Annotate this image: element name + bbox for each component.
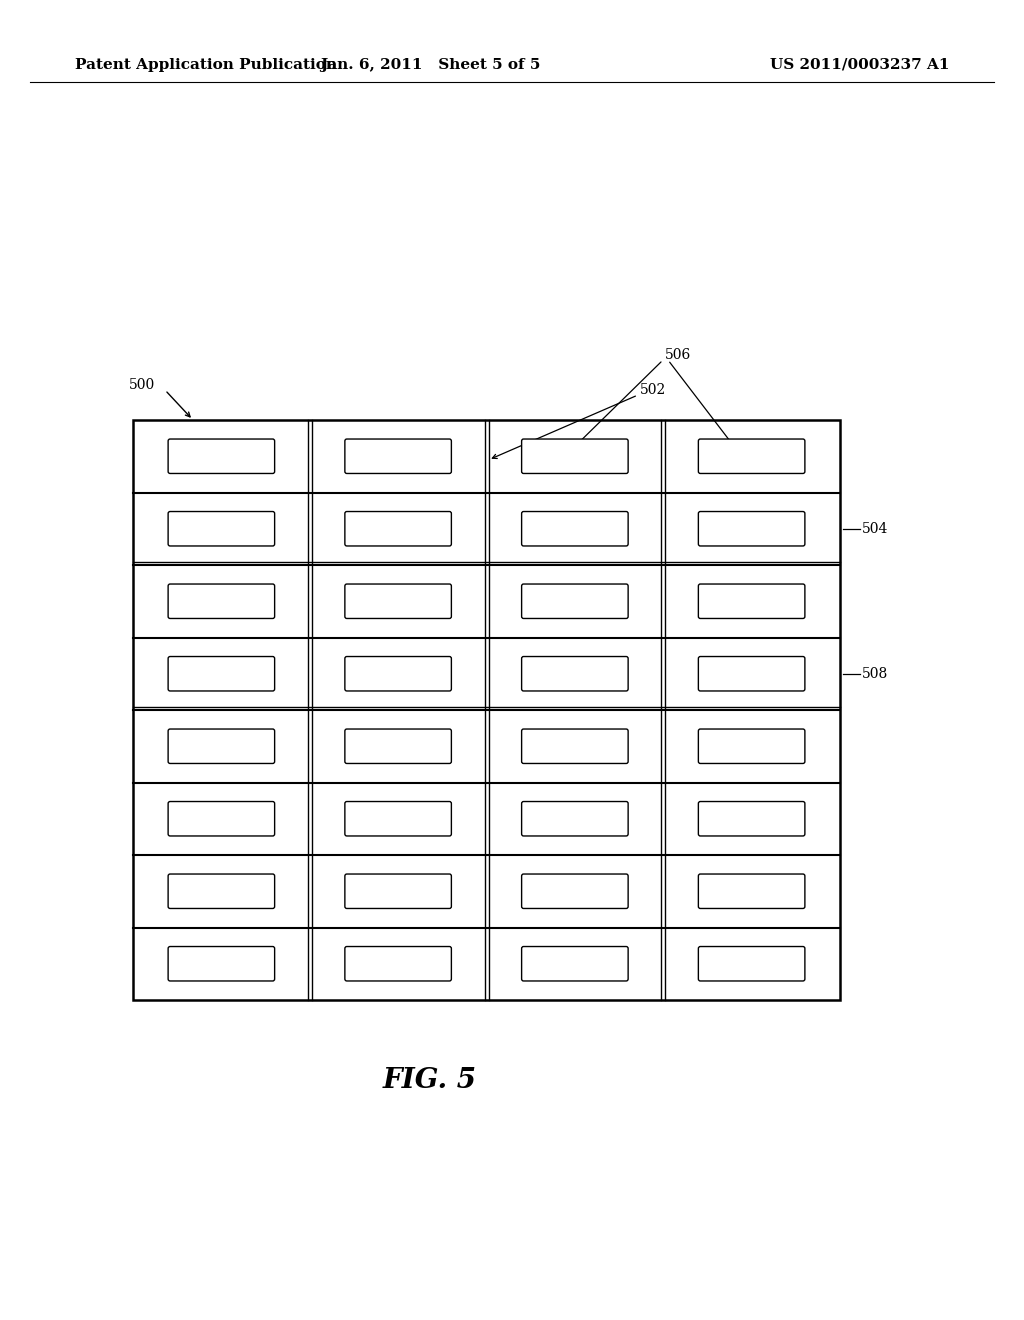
Text: 500: 500 — [129, 378, 155, 392]
FancyBboxPatch shape — [168, 874, 274, 908]
Text: US 2011/0003237 A1: US 2011/0003237 A1 — [770, 58, 950, 73]
FancyBboxPatch shape — [345, 512, 452, 546]
FancyBboxPatch shape — [345, 440, 452, 474]
FancyBboxPatch shape — [521, 656, 628, 690]
FancyBboxPatch shape — [168, 440, 274, 474]
FancyBboxPatch shape — [698, 946, 805, 981]
FancyBboxPatch shape — [698, 656, 805, 690]
FancyBboxPatch shape — [345, 801, 452, 836]
FancyBboxPatch shape — [521, 946, 628, 981]
FancyBboxPatch shape — [168, 946, 274, 981]
FancyBboxPatch shape — [345, 729, 452, 763]
FancyBboxPatch shape — [521, 801, 628, 836]
FancyBboxPatch shape — [345, 874, 452, 908]
Text: Patent Application Publication: Patent Application Publication — [75, 58, 337, 73]
FancyBboxPatch shape — [698, 729, 805, 763]
FancyBboxPatch shape — [168, 512, 274, 546]
FancyBboxPatch shape — [168, 729, 274, 763]
FancyBboxPatch shape — [698, 874, 805, 908]
Text: 504: 504 — [862, 521, 889, 536]
FancyBboxPatch shape — [345, 656, 452, 690]
Text: 506: 506 — [665, 348, 691, 362]
FancyBboxPatch shape — [345, 946, 452, 981]
Text: FIG. 5: FIG. 5 — [383, 1067, 477, 1093]
FancyBboxPatch shape — [345, 583, 452, 619]
FancyBboxPatch shape — [698, 512, 805, 546]
FancyBboxPatch shape — [698, 801, 805, 836]
FancyBboxPatch shape — [521, 729, 628, 763]
Bar — [133, 420, 840, 1001]
FancyBboxPatch shape — [521, 512, 628, 546]
FancyBboxPatch shape — [168, 583, 274, 619]
Text: 508: 508 — [862, 667, 888, 681]
Text: 502: 502 — [640, 383, 667, 397]
FancyBboxPatch shape — [168, 656, 274, 690]
FancyBboxPatch shape — [521, 440, 628, 474]
Text: Jan. 6, 2011   Sheet 5 of 5: Jan. 6, 2011 Sheet 5 of 5 — [319, 58, 541, 73]
FancyBboxPatch shape — [698, 440, 805, 474]
FancyBboxPatch shape — [698, 583, 805, 619]
FancyBboxPatch shape — [521, 874, 628, 908]
FancyBboxPatch shape — [168, 801, 274, 836]
FancyBboxPatch shape — [521, 583, 628, 619]
